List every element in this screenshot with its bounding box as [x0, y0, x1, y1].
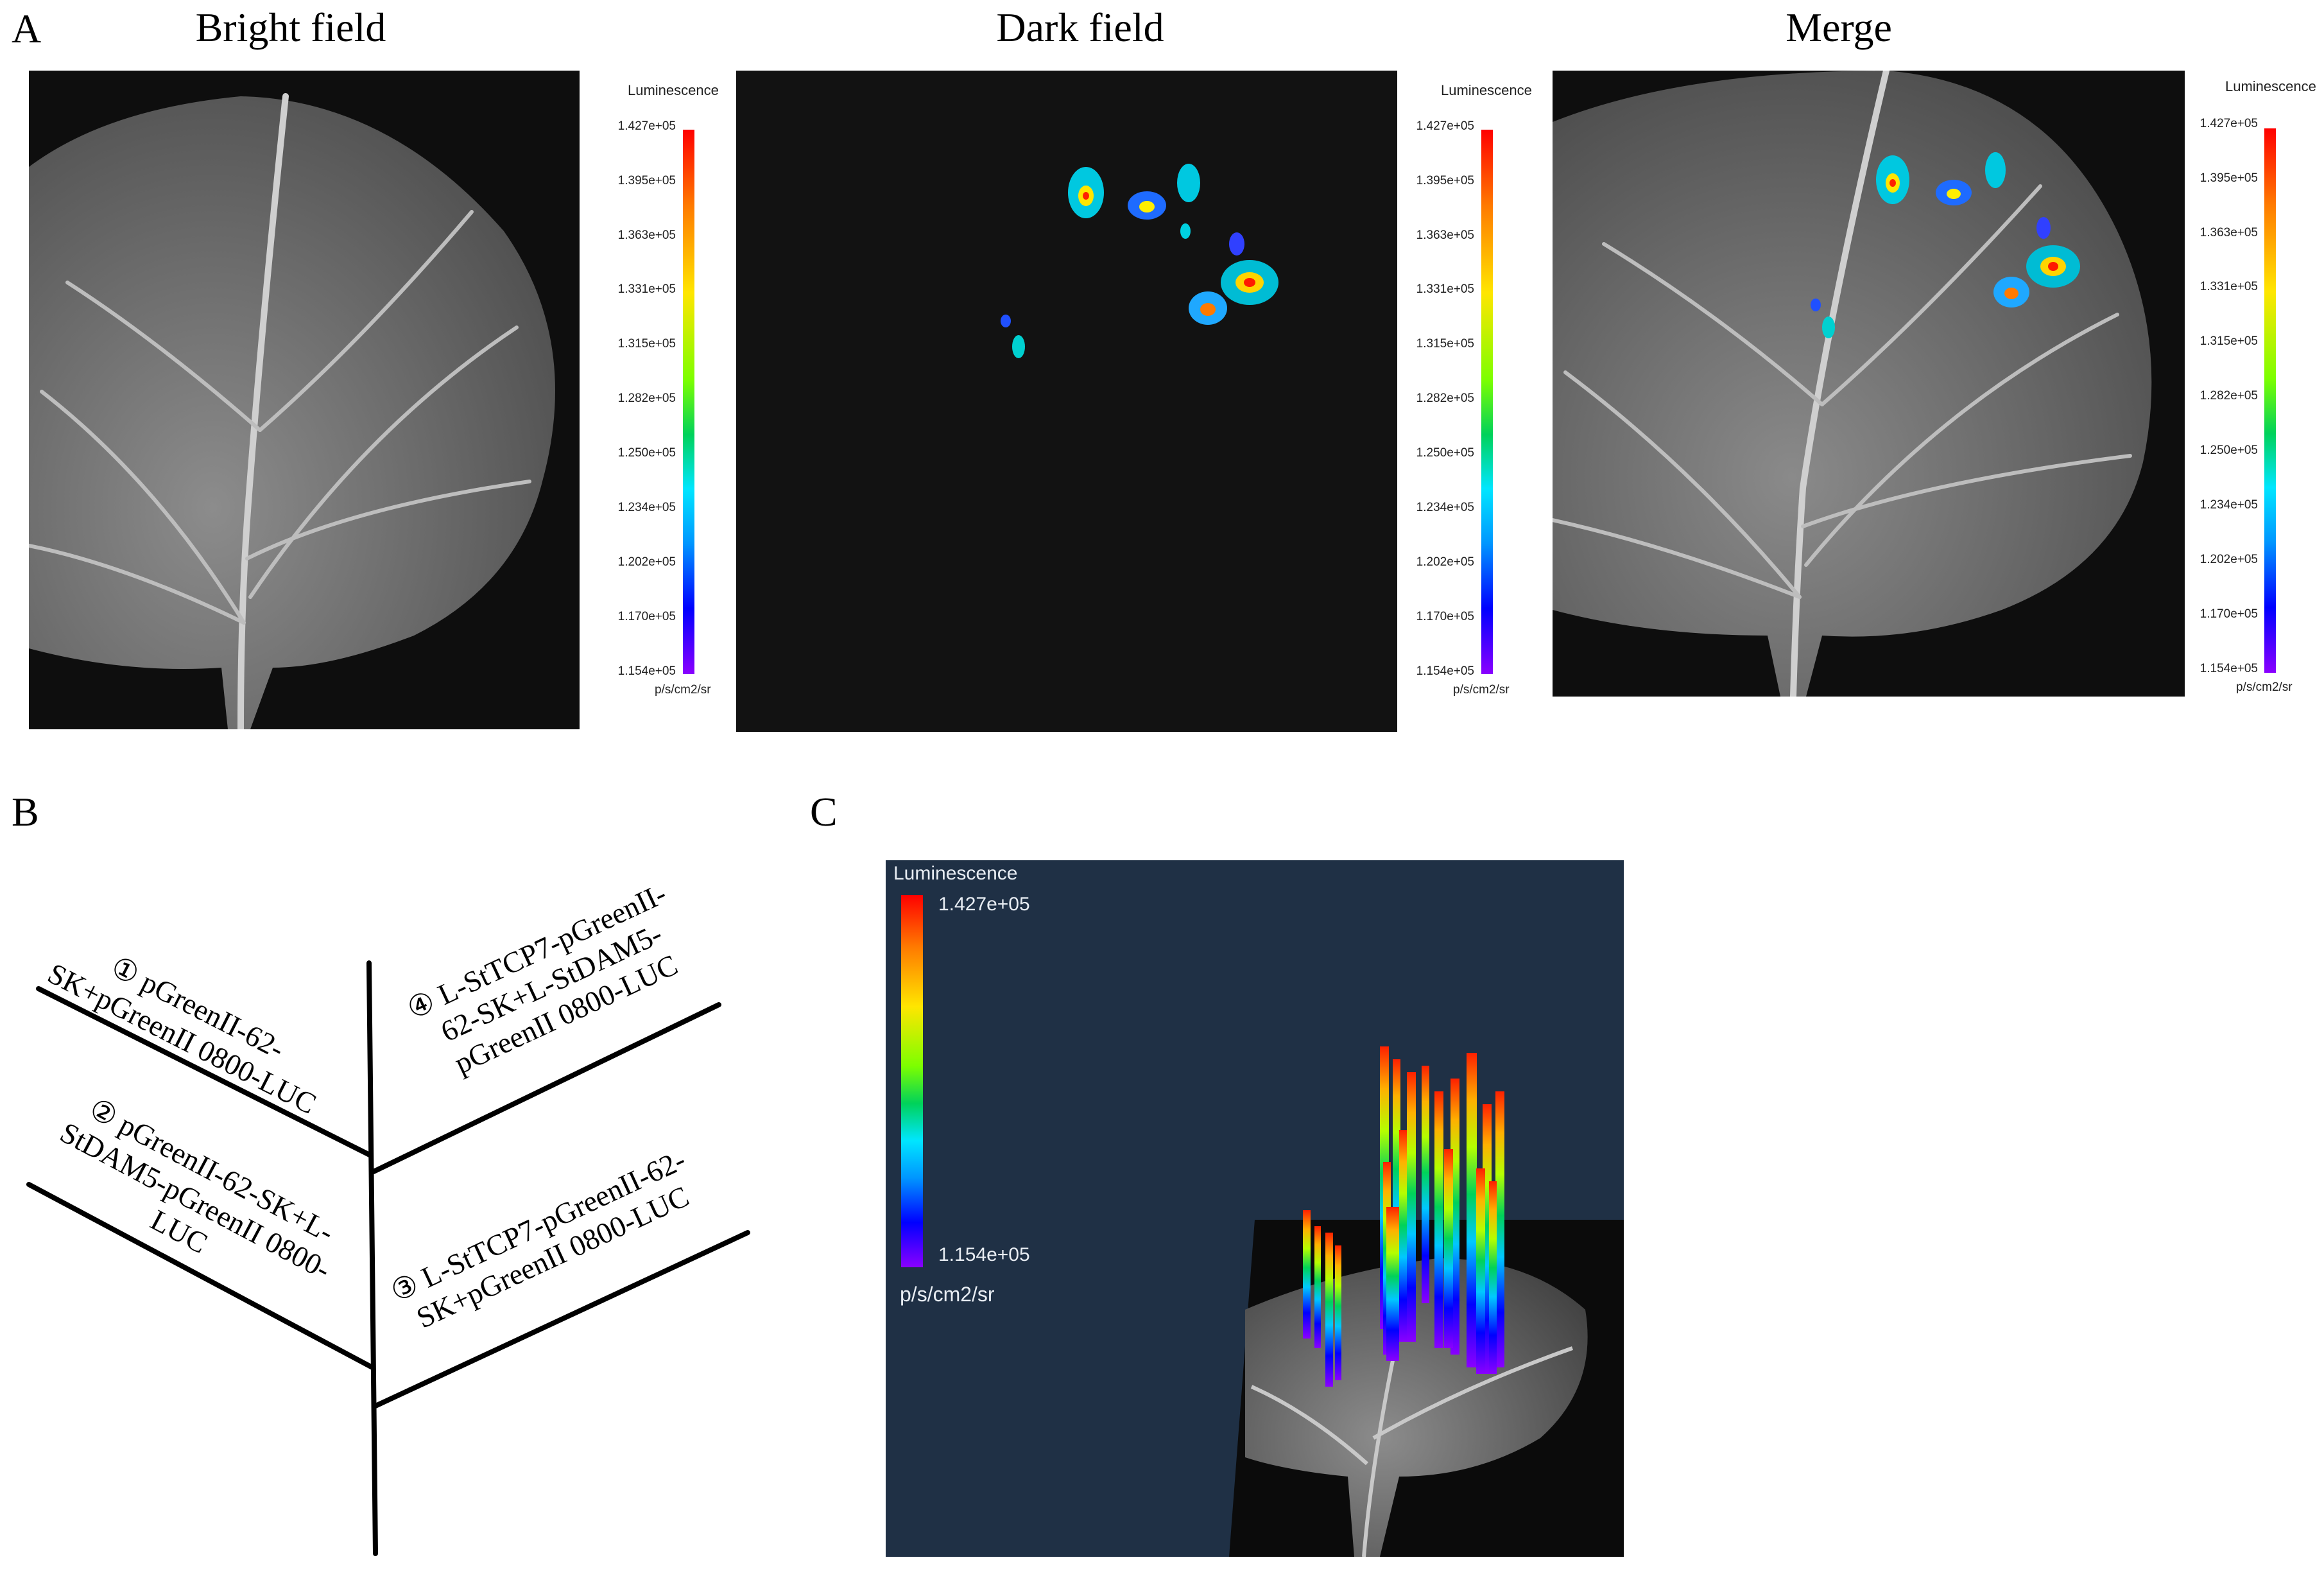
- scale-1-tick: 1.250e+05: [617, 446, 676, 460]
- scale-c-min: 1.154e+05: [938, 1244, 1030, 1265]
- scale-1-colorbar: [683, 130, 694, 674]
- scale-3-tick: 1.250e+05: [2199, 444, 2258, 457]
- scale-3-unit: p/s/cm2/sr: [2236, 680, 2293, 694]
- vein-line-1: [36, 986, 374, 1158]
- scale-1-tick: 1.234e+05: [617, 501, 676, 514]
- scale-3-tick: 1.234e+05: [2199, 498, 2258, 512]
- scale-1-tick: 1.154e+05: [617, 664, 676, 678]
- scale-2-tick: 1.363e+05: [1416, 229, 1474, 242]
- scale-2-tick: 1.427e+05: [1416, 119, 1474, 133]
- luminescence-3d-view: Luminescence 1.427e+05 1.154e+05 p/s/cm2…: [886, 860, 1624, 1557]
- scale-2-tick: 1.234e+05: [1416, 501, 1474, 514]
- surface-plot: [1229, 1046, 1624, 1557]
- scale-2-tick: 1.282e+05: [1416, 392, 1474, 405]
- scale-2-tick: 1.395e+05: [1416, 174, 1474, 187]
- scale-2-tick: 1.315e+05: [1416, 337, 1474, 351]
- scale-2-tick: 1.202e+05: [1416, 555, 1474, 569]
- scale-2-tick: 1.154e+05: [1416, 664, 1474, 678]
- infiltration-diagram: [26, 960, 750, 1556]
- scale-c-unit: p/s/cm2/sr: [900, 1283, 995, 1306]
- scale-2-tick: 1.331e+05: [1416, 282, 1474, 296]
- scale-c-colorbar: [901, 895, 923, 1267]
- luminescence-spots: [1001, 164, 1278, 358]
- scale-3-title: Luminescence: [2225, 78, 2316, 94]
- scale-2-tick: 1.250e+05: [1416, 446, 1474, 460]
- merge-graphic: [1553, 71, 2152, 697]
- bright-field-title: Bright field: [195, 4, 386, 50]
- dark-field-image: [736, 71, 1397, 732]
- scale-1-tick: 1.170e+05: [617, 610, 676, 623]
- vein-line-3: [373, 1230, 750, 1409]
- scale-1-tick: 1.282e+05: [617, 392, 676, 405]
- bright-field-image: [29, 71, 580, 729]
- scale-1-tick: 1.363e+05: [617, 229, 676, 242]
- scale-1-tick: 1.315e+05: [617, 337, 676, 351]
- scale-1-unit: p/s/cm2/sr: [655, 683, 711, 697]
- scale-1-tick: 1.331e+05: [617, 282, 676, 296]
- scale-1-tick: 1.427e+05: [617, 119, 676, 133]
- scale-1-tick: 1.395e+05: [617, 174, 676, 187]
- scale-2-colorbar: [1481, 130, 1493, 674]
- scale-1-title: Luminescence: [628, 82, 719, 98]
- scale-3-tick: 1.202e+05: [2199, 553, 2258, 566]
- vein-line-4: [371, 1002, 721, 1174]
- scale-2-tick: 1.170e+05: [1416, 610, 1474, 623]
- scale-3-tick: 1.395e+05: [2199, 171, 2258, 185]
- merge-title: Merge: [1786, 4, 1892, 50]
- luminescence-columns: [1303, 1046, 1504, 1387]
- scale-3-tick: 1.282e+05: [2199, 389, 2258, 403]
- scale-c-title: Luminescence: [893, 863, 1018, 884]
- midrib-line: [366, 960, 378, 1556]
- scale-2-unit: p/s/cm2/sr: [1453, 683, 1510, 697]
- leaf-graphic: [29, 93, 555, 729]
- scale-3-tick: 1.154e+05: [2199, 662, 2258, 675]
- panel-c-letter: C: [810, 789, 838, 835]
- scale-3-tick: 1.363e+05: [2199, 226, 2258, 239]
- scale-3-colorbar: [2264, 128, 2276, 673]
- dark-field-title: Dark field: [996, 4, 1164, 50]
- scale-2-title: Luminescence: [1441, 82, 1532, 98]
- scale-3-tick: 1.331e+05: [2199, 280, 2258, 293]
- scale-c-max: 1.427e+05: [938, 894, 1030, 915]
- scale-3-tick: 1.170e+05: [2199, 607, 2258, 621]
- panel-a-letter: A: [12, 6, 42, 51]
- scale-3-tick: 1.315e+05: [2199, 334, 2258, 348]
- vein-line-2: [26, 1182, 375, 1370]
- scale-3-tick: 1.427e+05: [2199, 117, 2258, 130]
- scale-1-tick: 1.202e+05: [617, 555, 676, 569]
- panel-b-letter: B: [12, 789, 39, 835]
- merge-image: [1553, 71, 2185, 697]
